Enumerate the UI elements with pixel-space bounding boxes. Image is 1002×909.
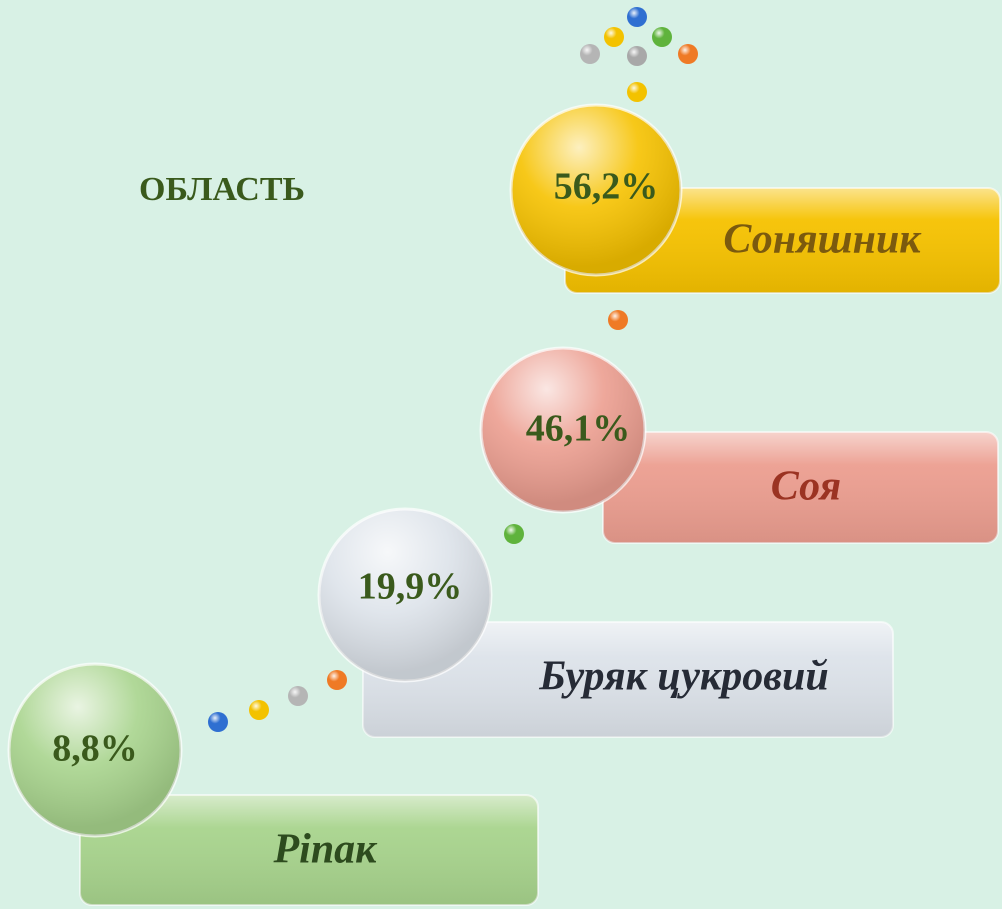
title: ОБЛАСТЬ <box>139 171 305 208</box>
value: 8,8% <box>52 728 138 770</box>
item: 56,2% Соняшник <box>511 105 1000 293</box>
value: 56,2% <box>554 166 659 208</box>
label: Соняшник <box>723 217 922 263</box>
page: {"title": "ОБЛАСТЬ", "items": [ {"value"… <box>0 0 1002 909</box>
infographic: ОБЛАСТЬ 56,2% Соняшник 46,1% Соя 19,9% Буряк … <box>0 0 1002 909</box>
label: Буряк цукровий <box>538 654 828 700</box>
label: Ріпак <box>273 827 379 873</box>
value: 19,9% <box>358 566 463 608</box>
item: 46,1% Соя <box>481 348 998 543</box>
value: 46,1% <box>526 408 631 450</box>
label: Соя <box>771 464 841 510</box>
